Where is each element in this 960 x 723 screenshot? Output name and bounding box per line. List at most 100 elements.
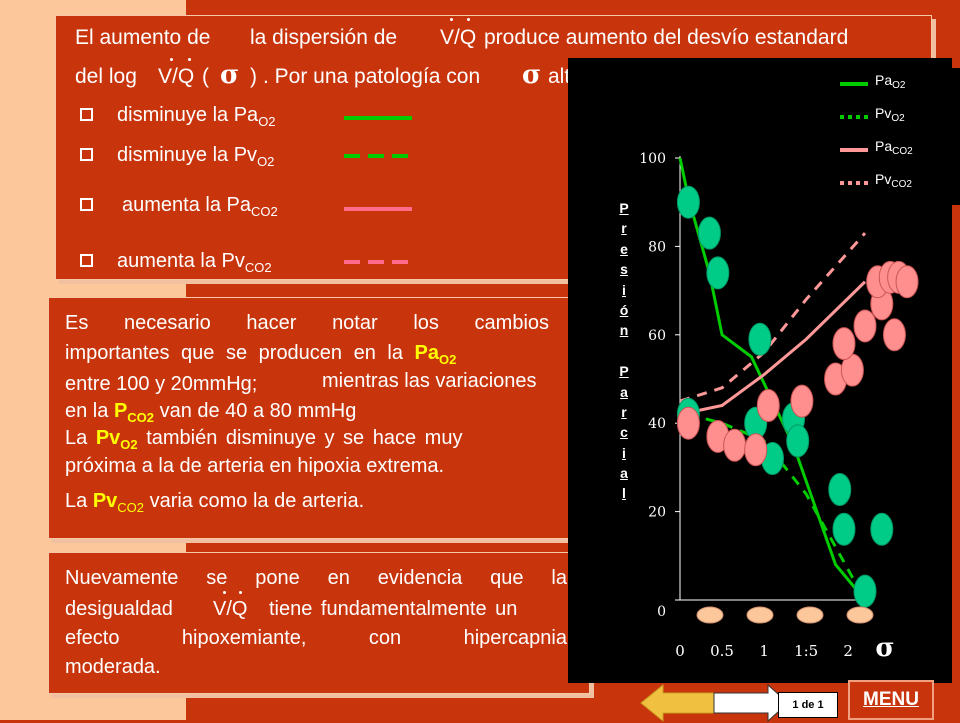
p3-l3-w0: efecto — [65, 627, 120, 649]
item1-text: disminuye la PaO2 — [117, 104, 276, 129]
green-marker-6 — [828, 473, 852, 506]
p2-line4-a: en la — [65, 400, 109, 422]
x-tick-label-4: 2 — [843, 642, 853, 660]
item2-label: disminuye la Pv — [117, 144, 258, 166]
y-tick-label-80: 80 — [648, 239, 666, 255]
p3-w2: pone — [255, 567, 300, 589]
p1-line1-vq: V/Q — [440, 26, 477, 49]
p3-w0: Nuevamente — [65, 567, 179, 589]
y-tick-label-100: 100 — [639, 151, 666, 167]
legend-label-sub-3: CO2 — [891, 179, 912, 190]
p2-line3a: entre 100 y 20mmHg; — [65, 373, 258, 395]
bottom-oval-3 — [846, 606, 874, 624]
checkbox-icon — [80, 198, 93, 211]
p2-pvo2: Pv — [95, 427, 121, 449]
legend-label-main-2: Pa — [875, 138, 893, 154]
panel-explanation — [48, 297, 590, 539]
p2-pco2-sub: CO2 — [127, 410, 155, 425]
p1-line1-c: produce aumento del desvío estandard — [484, 26, 849, 49]
pink-marker-3 — [744, 433, 768, 467]
vq2-dot-v — [170, 58, 173, 61]
menu-button[interactable]: MENU — [848, 680, 934, 720]
p2-line5-a: La — [65, 427, 88, 449]
y-label-char-6: n — [619, 322, 629, 339]
p2-line7: La PvCO2 varia como la de arteria. — [65, 490, 364, 515]
p2-w5: cambios — [474, 312, 550, 334]
p3-line4: moderada. — [65, 656, 161, 678]
item3-text: aumenta la PaCO2 — [122, 194, 278, 219]
vq2-dot-q — [188, 58, 191, 61]
legend-label-main-1: Pv — [875, 105, 892, 121]
legend-label-sub-2: CO2 — [892, 146, 913, 157]
p2-w2: hacer — [246, 312, 297, 334]
vq-dot-v — [450, 18, 453, 21]
p1-line2-b: . Por una patología con — [263, 65, 481, 88]
p2-line4-b: van de 40 a 80 mmHg — [159, 400, 357, 422]
p3-l3-w3: hipercapnia — [463, 627, 567, 649]
p3-l3-w1: hipoxemiante, — [181, 627, 307, 649]
legend-line-solid-green — [344, 116, 412, 120]
legend-label-main-3: Pv — [875, 171, 892, 187]
green-marker-7 — [832, 512, 856, 546]
p1-line2-vq: V/Q — [158, 65, 195, 88]
legend-label-3: PvCO2 — [875, 171, 912, 190]
checkbox-icon — [80, 148, 93, 161]
green-marker-2 — [706, 256, 730, 290]
x-axis-sigma-label: σ — [875, 633, 894, 663]
item2-text: disminuye la PvO2 — [117, 144, 274, 169]
pink-marker-13 — [832, 327, 856, 361]
p2-pa-sub: O2 — [439, 352, 457, 367]
y-label-char-10: r — [621, 403, 627, 420]
y-label-char-0: P — [619, 200, 629, 216]
page-indicator: 1 de 1 — [778, 692, 838, 718]
y-label-char-5: ó — [619, 301, 629, 318]
x-tick-label-0: 0 — [675, 642, 685, 660]
p2-w0: Es — [65, 312, 89, 334]
green-marker-1 — [697, 216, 721, 250]
back-arrow-button[interactable] — [639, 683, 721, 723]
p2-pco2: P — [113, 400, 128, 422]
legend-swatch-0 — [840, 82, 868, 86]
p3-line2-b: tiene fundamentalmente un — [269, 598, 518, 620]
p1-line2-sigma: σ — [220, 60, 240, 90]
pink-marker-14 — [882, 318, 906, 352]
p2-pa: Pa — [414, 342, 440, 364]
p3-line2-vq: V/Q — [213, 598, 248, 620]
legend-line-solid-pink — [344, 207, 412, 211]
p3-w5: que — [490, 567, 524, 589]
p1-line2-paren-open: ( — [202, 65, 209, 88]
y-tick-label-0: 0 — [657, 604, 666, 620]
p2-pvco2-sub: CO2 — [117, 500, 145, 515]
item4-text: aumenta la PvCO2 — [117, 250, 272, 275]
x-tick-label-1: 0.5 — [710, 642, 734, 660]
p1-line2-sigma2: σ — [522, 60, 542, 90]
item1-sub: O2 — [258, 114, 276, 129]
legend-label-1: PvO2 — [875, 105, 905, 124]
y-label-char-8: P — [619, 363, 629, 380]
legend-label-main-0: Pa — [875, 72, 893, 88]
legend — [865, 68, 960, 205]
green-marker-3 — [748, 322, 772, 356]
y-label-char-13: a — [620, 465, 628, 482]
y-label-char-12: i — [622, 444, 626, 461]
green-marker-9 — [870, 512, 894, 546]
item3-label: aumenta la Pa — [122, 194, 251, 216]
p2-line4: en la PCO2 van de 40 a 80 mmHg — [65, 400, 356, 425]
bottom-oval-2 — [796, 606, 824, 624]
p2-pvco2: Pv — [92, 490, 118, 512]
green-marker-8 — [853, 574, 877, 608]
p2-line6: próxima a la de arteria en hipoxia extre… — [65, 455, 445, 477]
p3-line2-a: desigualdad — [65, 598, 173, 620]
legend-line-dashed-green — [344, 154, 412, 158]
y-tick-label-40: 40 — [648, 416, 666, 432]
p3-line1: Nuevamente se pone en evidencia que la — [65, 567, 567, 590]
item3-sub: CO2 — [250, 204, 278, 219]
pink-marker-15 — [895, 265, 919, 299]
checkbox-icon — [80, 108, 93, 121]
item1-label: disminuye la Pa — [117, 104, 259, 126]
item4-label: aumenta la Pv — [117, 250, 245, 272]
p3-w4: evidencia — [377, 567, 463, 589]
p2-line5: La PvO2 también disminuye y se hace muy — [65, 427, 462, 452]
vq3-dot-q — [239, 591, 242, 594]
